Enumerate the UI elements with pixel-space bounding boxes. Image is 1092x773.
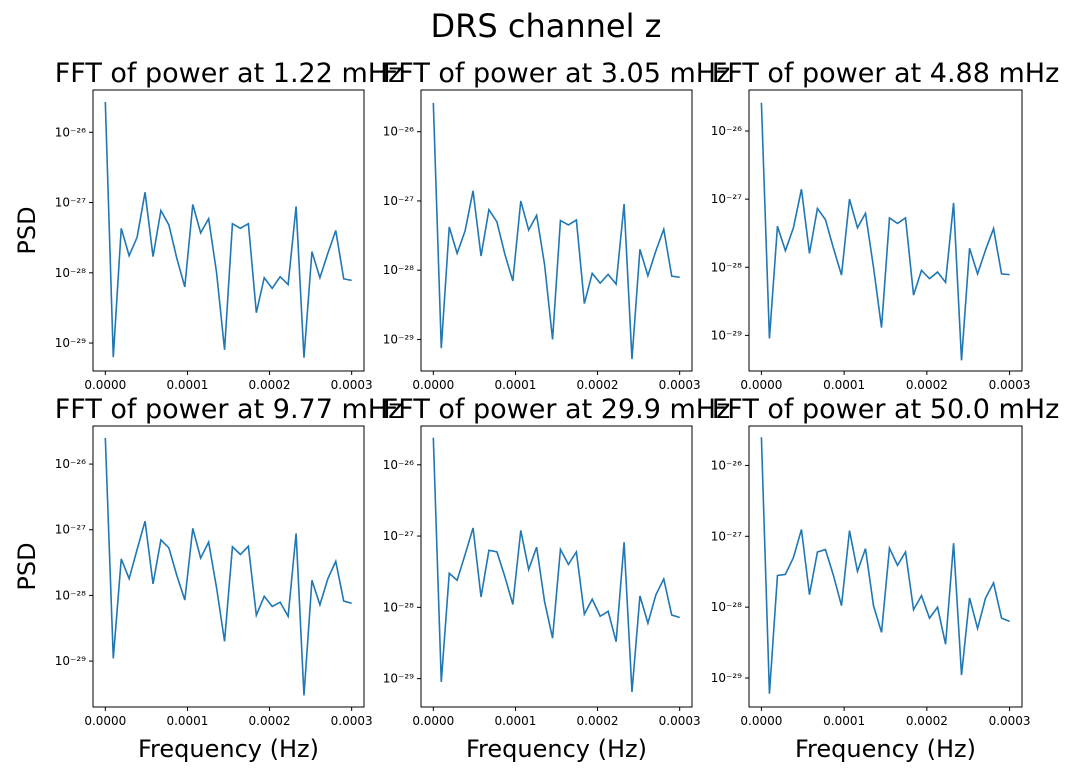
x-axis-label: Frequency (Hz) [138, 735, 319, 763]
x-tick-label: 0.0001 [166, 378, 208, 392]
series-line [104, 437, 352, 696]
y-tick-label: 10⁻²⁶ [383, 125, 414, 139]
y-tick-label: 10⁻²⁷ [383, 529, 414, 543]
x-axis-label: Frequency (Hz) [466, 735, 647, 763]
axes-frame [748, 425, 1023, 708]
y-tick-label: 10⁻²⁷ [711, 192, 742, 206]
x-tick-label: 0.0001 [494, 714, 536, 728]
x-tick-label: 0.0002 [906, 714, 948, 728]
subplot-title: FFT of power at 1.22 mHz [55, 58, 403, 89]
y-tick-label: 10⁻²⁹ [55, 654, 86, 668]
x-tick-label: 0.0002 [577, 378, 619, 392]
series-line [760, 437, 1010, 694]
y-tick-label: 10⁻²⁹ [55, 336, 86, 350]
y-tick-label: 10⁻²⁷ [55, 523, 86, 537]
subplot-title: FFT of power at 9.77 mHz [55, 394, 403, 425]
y-tick-label: 10⁻²⁸ [711, 260, 742, 274]
y-tick-label: 10⁻²⁹ [383, 332, 414, 346]
y-tick-label: 10⁻²⁷ [55, 196, 86, 210]
series-line [432, 102, 680, 360]
x-tick-label: 0.0003 [659, 378, 701, 392]
x-axis-label: Frequency (Hz) [795, 735, 976, 763]
y-tick-label: 10⁻²⁸ [383, 600, 414, 614]
y-tick-label: 10⁻²⁶ [55, 457, 86, 471]
x-tick-label: 0.0002 [249, 714, 291, 728]
series-line [104, 101, 352, 358]
y-tick-label: 10⁻²⁹ [711, 671, 742, 685]
x-tick-label: 0.0001 [823, 714, 865, 728]
axes-frame [92, 89, 365, 372]
x-tick-label: 0.0001 [823, 378, 865, 392]
x-tick-label: 0.0003 [989, 378, 1031, 392]
x-tick-label: 0.0000 [84, 714, 126, 728]
axes-frame [92, 425, 365, 708]
y-tick-label: 10⁻²⁸ [55, 266, 86, 280]
x-tick-label: 0.0000 [740, 714, 782, 728]
x-tick-label: 0.0002 [906, 378, 948, 392]
subplot-title: FFT of power at 4.88 mHz [712, 58, 1060, 89]
y-tick-label: 10⁻²⁶ [383, 458, 414, 472]
y-tick-label: 10⁻²⁷ [383, 194, 414, 208]
figure-title: DRS channel z [431, 7, 662, 45]
y-tick-label: 10⁻²⁶ [711, 458, 742, 472]
x-tick-label: 0.0002 [577, 714, 619, 728]
axes-frame [420, 425, 693, 708]
subplot-title: FFT of power at 29.9 mHz [383, 394, 731, 425]
x-tick-label: 0.0001 [166, 714, 208, 728]
x-tick-label: 0.0000 [412, 378, 454, 392]
y-tick-label: 10⁻²⁸ [55, 588, 86, 602]
y-tick-label: 10⁻²⁹ [711, 328, 742, 342]
x-tick-label: 0.0003 [331, 378, 373, 392]
subplot-title: FFT of power at 50.0 mHz [712, 394, 1060, 425]
x-tick-label: 0.0000 [740, 378, 782, 392]
x-tick-label: 0.0001 [494, 378, 536, 392]
y-tick-label: 10⁻²⁸ [383, 263, 414, 277]
y-tick-label: 10⁻²⁶ [55, 125, 86, 139]
series-line [760, 102, 1010, 361]
y-tick-label: 10⁻²⁶ [711, 124, 742, 138]
axes-frame [420, 89, 693, 372]
y-tick-label: 10⁻²⁷ [711, 529, 742, 543]
y-tick-label: 10⁻²⁹ [383, 672, 414, 686]
y-tick-label: 10⁻²⁸ [711, 600, 742, 614]
x-tick-label: 0.0003 [331, 714, 373, 728]
x-tick-label: 0.0003 [659, 714, 701, 728]
x-tick-label: 0.0000 [412, 714, 454, 728]
x-tick-label: 0.0002 [249, 378, 291, 392]
axes-frame [748, 89, 1023, 372]
x-tick-label: 0.0003 [989, 714, 1031, 728]
series-line [432, 437, 680, 693]
x-tick-label: 0.0000 [84, 378, 126, 392]
y-axis-label: PSD [13, 206, 41, 254]
y-axis-label: PSD [13, 542, 41, 590]
subplot-title: FFT of power at 3.05 mHz [383, 58, 731, 89]
